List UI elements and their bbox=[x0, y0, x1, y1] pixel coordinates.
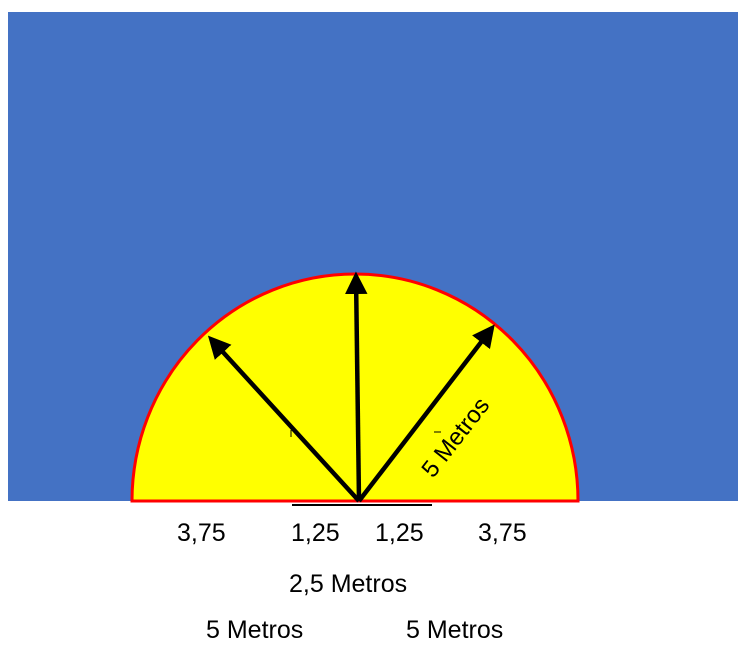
arrow-left bbox=[207, 335, 361, 503]
arrow-up bbox=[344, 271, 368, 502]
tick-label-left-inner: 1,25 bbox=[291, 519, 340, 547]
left-span-label: 5 Metros bbox=[206, 616, 304, 644]
right-span-label: 5 Metros bbox=[406, 616, 504, 644]
tick-label-right-inner: 1,25 bbox=[375, 519, 424, 547]
tick-label-left-outer: 3,75 bbox=[177, 519, 226, 547]
arrow-right bbox=[357, 324, 495, 503]
center-span-label: 2,5 Metros bbox=[289, 570, 408, 598]
tick-label-right-outer: 3,75 bbox=[478, 519, 527, 547]
